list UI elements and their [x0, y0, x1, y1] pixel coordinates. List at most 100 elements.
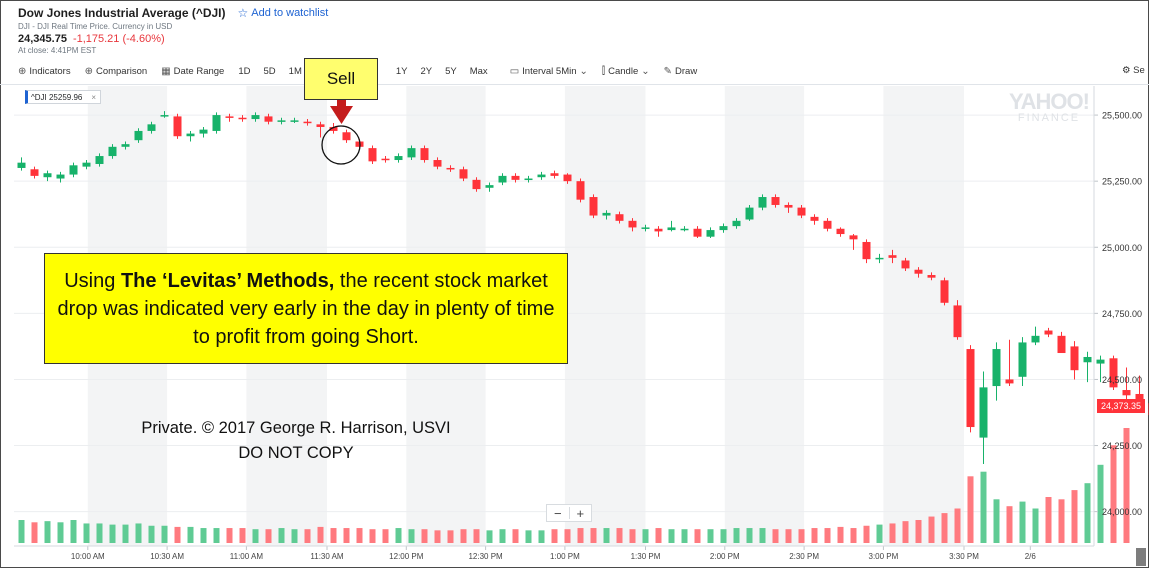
close-time: At close: 4:41PM EST	[18, 46, 97, 55]
volume-bar	[421, 529, 428, 543]
candle	[329, 123, 338, 134]
candle-body	[56, 174, 65, 179]
chart-type-dropdown[interactable]: ⫿ Candle ⌄	[602, 66, 650, 77]
candle	[550, 170, 559, 179]
indicators-button[interactable]: ⊕ Indicators	[18, 66, 71, 77]
candle-body	[823, 220, 832, 229]
comparison-button[interactable]: ⊕ Comparison	[85, 66, 148, 77]
candle-body	[641, 227, 650, 229]
settings-button[interactable]: ⚙ Se	[1122, 65, 1145, 76]
y-tick-label: 24,750.00	[1102, 309, 1142, 319]
close-icon[interactable]: ×	[91, 92, 96, 102]
copyright-line2: DO NOT COPY	[238, 444, 354, 462]
scrollbar-thumb[interactable]	[1136, 548, 1146, 566]
chart-type-label: Candle	[608, 65, 639, 77]
volume-bar	[980, 471, 987, 543]
volume-bar	[746, 528, 753, 543]
candle-body	[1083, 356, 1092, 363]
volume-bar	[993, 499, 1000, 543]
candle	[173, 113, 182, 139]
range-5y-button[interactable]: 5Y	[445, 65, 457, 77]
candle	[121, 141, 130, 150]
volume-bar	[1123, 428, 1130, 543]
candle	[134, 128, 143, 143]
sell-arrow	[330, 99, 353, 124]
interval-icon: ▭	[509, 65, 520, 77]
y-tick-label: 24,250.00	[1102, 441, 1142, 451]
candle-body	[446, 167, 455, 170]
candle-body	[95, 156, 104, 164]
time-band	[724, 86, 805, 546]
volume-bar	[720, 529, 727, 543]
candle	[1122, 367, 1131, 401]
annotation-bold: The ‘Levitas’ Methods,	[120, 269, 335, 292]
candle-body	[173, 116, 182, 137]
candle-body	[875, 257, 884, 260]
range-2y-button[interactable]: 2Y	[420, 65, 433, 77]
volume-bar	[408, 529, 415, 543]
volume-bar	[473, 529, 480, 543]
candle-body	[69, 165, 78, 175]
candle	[1083, 351, 1092, 383]
candle	[693, 226, 702, 239]
candle	[628, 218, 637, 232]
last-price-label: 24,373.35	[1097, 399, 1145, 413]
volume-bar	[915, 520, 922, 543]
time-band	[883, 86, 964, 546]
candle	[498, 173, 507, 186]
volume-bar	[31, 522, 38, 543]
candle	[576, 178, 585, 203]
candle-body	[719, 226, 728, 231]
volume-bar	[187, 526, 194, 543]
interval-dropdown[interactable]: ▭ Interval 5Min ⌄	[510, 66, 588, 77]
candle-body	[277, 120, 286, 122]
candle-body	[186, 133, 195, 137]
y-tick-label: 24,500.00	[1102, 375, 1142, 385]
date-range-button[interactable]: ▦ Date Range	[161, 66, 224, 77]
candle-body	[342, 132, 351, 141]
candle	[836, 227, 845, 237]
candle-body	[771, 197, 780, 205]
zoom-out-button[interactable]: −	[553, 505, 562, 521]
candle-body	[1031, 335, 1040, 343]
volume-bar	[304, 529, 311, 543]
x-tick-label: 12:30 PM	[468, 552, 503, 561]
range-1d-button[interactable]: 1D	[238, 65, 251, 77]
volume-bar	[239, 528, 246, 543]
draw-button[interactable]: ✎ Draw	[664, 66, 698, 77]
range-5d-button[interactable]: 5D	[263, 65, 276, 77]
candle	[1096, 355, 1105, 383]
candle	[537, 171, 546, 180]
candle-body	[1122, 390, 1131, 396]
sell-circle	[321, 125, 361, 165]
candle-body	[43, 173, 52, 178]
candle	[602, 210, 611, 220]
zoom-in-button[interactable]: +	[576, 505, 585, 521]
candle	[1005, 339, 1014, 387]
page-title: Dow Jones Industrial Average (^DJI)	[18, 6, 226, 20]
volume-bar	[369, 529, 376, 543]
candle-body	[316, 124, 325, 127]
volume-bar	[70, 520, 77, 543]
add-to-watchlist-link[interactable]: ☆ Add to watchlist	[238, 6, 329, 20]
plus-circle-icon: ⊕	[84, 65, 93, 77]
candle-body	[979, 387, 988, 438]
range-max-button[interactable]: Max	[469, 65, 488, 77]
candle-body	[732, 220, 741, 227]
candle	[446, 165, 455, 172]
volume-bar	[174, 526, 181, 543]
candle-body	[563, 174, 572, 182]
candle	[264, 113, 273, 125]
candle	[277, 117, 286, 125]
candle	[992, 342, 1001, 401]
candle	[875, 253, 884, 264]
candle	[940, 277, 949, 306]
range-1y-button[interactable]: 1Y	[395, 65, 408, 77]
candle-body	[420, 148, 429, 161]
volume-bar	[1019, 501, 1026, 543]
candle-body	[940, 280, 949, 303]
candle	[810, 214, 819, 225]
range-1m-button[interactable]: 1M	[288, 65, 302, 77]
candle-body	[264, 116, 273, 122]
volume-bar	[785, 529, 792, 543]
